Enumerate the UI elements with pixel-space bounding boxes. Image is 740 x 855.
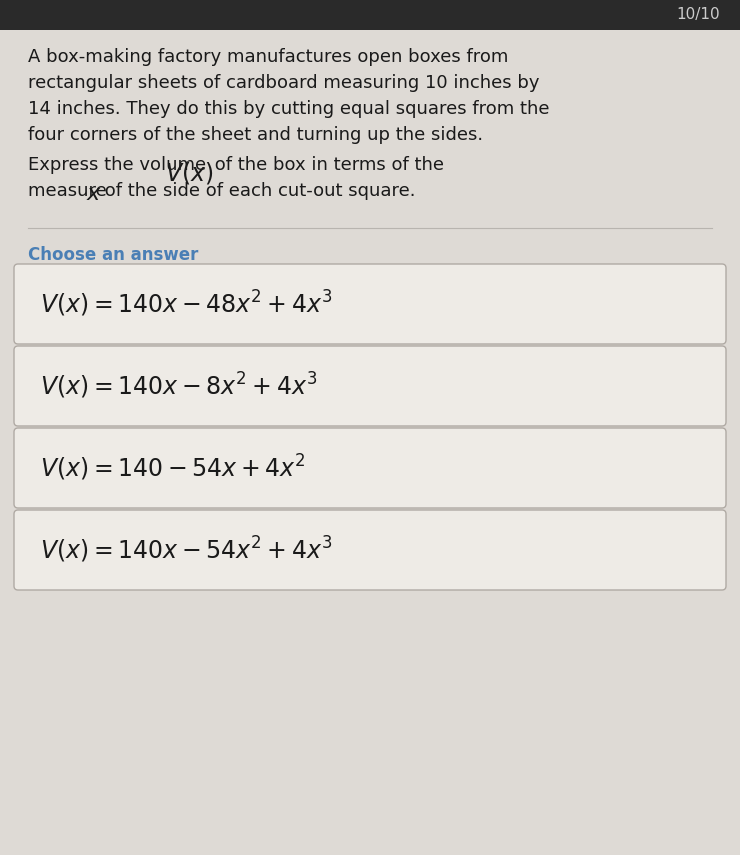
FancyBboxPatch shape [14,264,726,344]
FancyBboxPatch shape [0,0,740,30]
Text: $\mathit{x}$: $\mathit{x}$ [86,184,101,204]
Text: 10/10: 10/10 [676,8,720,22]
FancyBboxPatch shape [14,510,726,590]
Text: four corners of the sheet and turning up the sides.: four corners of the sheet and turning up… [28,126,483,144]
Text: $\mathit{V(x)}$: $\mathit{V(x)}$ [165,160,213,186]
FancyBboxPatch shape [14,346,726,426]
Text: Choose an answer: Choose an answer [28,246,198,264]
Text: rectangular sheets of cardboard measuring 10 inches by: rectangular sheets of cardboard measurin… [28,74,539,92]
Text: measure: measure [28,182,112,200]
Text: $V(x) = 140x - 8x^2 + 4x^3$: $V(x) = 140x - 8x^2 + 4x^3$ [40,371,317,401]
Text: of the side of each cut-out square.: of the side of each cut-out square. [98,182,415,200]
Text: $V(x) = 140x - 48x^2 + 4x^3$: $V(x) = 140x - 48x^2 + 4x^3$ [40,289,332,319]
Text: Express the volume: Express the volume [28,156,212,174]
FancyBboxPatch shape [14,428,726,508]
Text: 14 inches. They do this by cutting equal squares from the: 14 inches. They do this by cutting equal… [28,100,550,118]
Text: $V(x) = 140x - 54x^2 + 4x^3$: $V(x) = 140x - 54x^2 + 4x^3$ [40,535,332,565]
Text: of the box in terms of the: of the box in terms of the [209,156,444,174]
Text: $V(x) = 140 - 54x + 4x^2$: $V(x) = 140 - 54x + 4x^2$ [40,453,306,483]
Text: A box-making factory manufactures open boxes from: A box-making factory manufactures open b… [28,48,508,66]
